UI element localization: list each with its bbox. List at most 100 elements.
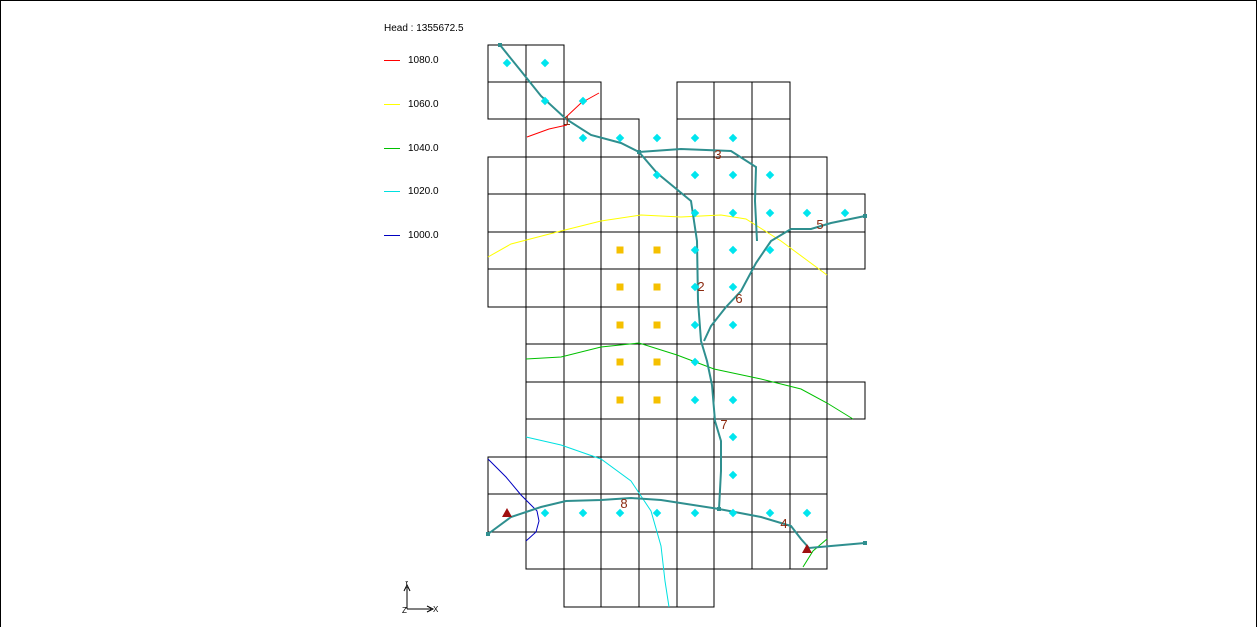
well-marker — [728, 133, 738, 143]
well-marker — [502, 58, 512, 68]
drain-marker — [616, 396, 624, 404]
grid-cell — [563, 268, 602, 308]
well-marker — [802, 208, 812, 218]
reach-label: 1 — [563, 113, 570, 128]
grid-cell — [751, 81, 791, 120]
grid-cells — [487, 44, 866, 608]
legend-swatch — [384, 59, 400, 61]
well-marker — [765, 208, 775, 218]
axis-x-label: X — [433, 605, 439, 614]
drain-marker — [616, 246, 624, 254]
well-marker — [728, 282, 738, 292]
well-marker — [728, 245, 738, 255]
grid-cell — [751, 268, 791, 308]
stream-reach — [638, 151, 722, 510]
grid-cell — [638, 418, 678, 458]
axis-z-label: Z — [402, 606, 407, 615]
grid-cell — [789, 306, 828, 345]
grid-cell — [563, 381, 602, 420]
drain-marker — [653, 358, 661, 366]
grid-cell — [525, 306, 565, 345]
well-marker — [728, 508, 738, 518]
grid-cell — [789, 531, 828, 570]
legend-swatch — [384, 147, 400, 149]
well-marker — [690, 320, 700, 330]
well-marker — [690, 508, 700, 518]
grid-cell — [525, 381, 565, 420]
well-marker — [690, 282, 700, 292]
grid-cell — [751, 418, 791, 458]
grid-cell — [751, 531, 791, 570]
grid-cell — [525, 456, 565, 495]
stream-node — [498, 43, 502, 47]
axis-triad-icon: Y Z X — [402, 581, 439, 615]
drain-marker — [653, 321, 661, 329]
grid-cell — [600, 193, 640, 233]
grid-cell — [789, 156, 828, 195]
well-marker — [728, 170, 738, 180]
reach-label: 4 — [780, 516, 787, 531]
grid-cell — [487, 456, 527, 495]
well-marker — [690, 133, 700, 143]
stream-node — [637, 150, 641, 154]
drain-marker — [616, 321, 624, 329]
drain-marker — [616, 358, 624, 366]
drain-marker — [653, 246, 661, 254]
grid-cell — [487, 81, 527, 120]
grid-cell — [751, 306, 791, 345]
grid-cell — [525, 193, 565, 233]
grid-cell — [676, 81, 715, 120]
drain-marker — [653, 396, 661, 404]
well-marker — [615, 508, 625, 518]
stream-reach — [499, 44, 758, 242]
reach-label: 5 — [816, 217, 823, 232]
well-marker — [652, 170, 662, 180]
well-marker — [690, 357, 700, 367]
well-marker — [728, 320, 738, 330]
stream-node — [486, 532, 490, 536]
stream-node — [863, 541, 867, 545]
well-marker — [728, 395, 738, 405]
grid-cell — [600, 156, 640, 195]
contour-line — [525, 342, 854, 420]
reach-label: 3 — [714, 147, 721, 162]
spring-marker — [802, 544, 812, 553]
grid-cell — [525, 231, 565, 270]
legend-label: 1080.0 — [408, 54, 439, 66]
grid-cell — [600, 531, 640, 570]
grid-cell — [563, 343, 602, 383]
grid-cell — [600, 418, 640, 458]
grid-cell — [713, 81, 753, 120]
grid-cell — [676, 418, 715, 458]
well-marker — [578, 133, 588, 143]
grid-cell — [713, 531, 753, 570]
grid-cell — [789, 268, 828, 308]
stream-node — [717, 507, 721, 511]
well-marker — [540, 508, 550, 518]
grid-cell — [789, 231, 828, 270]
legend-label: 1000.0 — [408, 229, 439, 241]
legend-swatch — [384, 190, 400, 192]
stream-node — [863, 214, 867, 218]
well-marker — [540, 58, 550, 68]
grid-cell — [826, 231, 866, 270]
grid-cell — [525, 343, 565, 383]
legend-entry: 1020.0 — [384, 185, 439, 197]
legend-swatch — [384, 103, 400, 105]
grid-cell — [525, 118, 565, 158]
contour-line — [526, 124, 568, 138]
grid-cell — [487, 193, 527, 233]
legend-title: Head : 1355672.5 — [384, 23, 464, 34]
stream-reach — [703, 215, 866, 342]
reach-label: 6 — [735, 291, 742, 306]
grid-cell — [751, 343, 791, 383]
drain-marker — [653, 283, 661, 291]
grid-cell — [600, 456, 640, 495]
reach-label: 2 — [697, 279, 704, 294]
contour-line — [802, 538, 828, 568]
grid-cell — [525, 156, 565, 195]
grid-cell — [563, 193, 602, 233]
grid-cell — [638, 531, 678, 570]
